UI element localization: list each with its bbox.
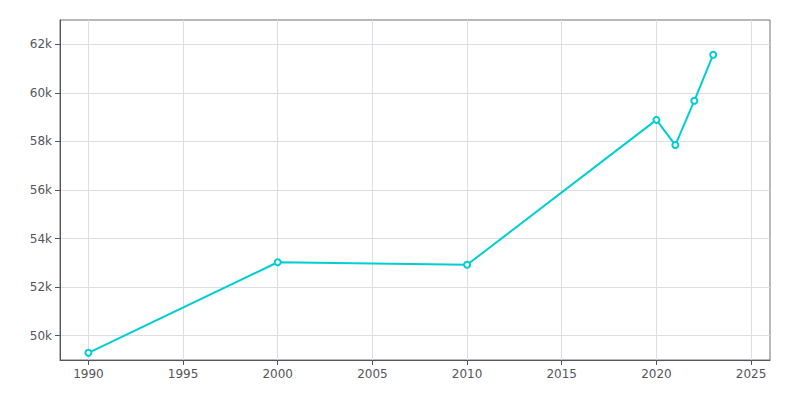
svg-text:52k: 52k	[30, 280, 52, 294]
svg-text:2025: 2025	[736, 367, 767, 381]
svg-text:1990: 1990	[73, 367, 104, 381]
svg-text:58k: 58k	[30, 134, 52, 148]
svg-text:2000: 2000	[262, 367, 293, 381]
svg-text:2020: 2020	[641, 367, 672, 381]
svg-text:2015: 2015	[546, 367, 577, 381]
svg-text:60k: 60k	[30, 86, 52, 100]
svg-text:50k: 50k	[30, 329, 52, 343]
svg-text:54k: 54k	[30, 232, 52, 246]
svg-text:56k: 56k	[30, 183, 52, 197]
svg-text:62k: 62k	[30, 37, 52, 51]
svg-text:2010: 2010	[452, 367, 483, 381]
svg-text:2005: 2005	[357, 367, 388, 381]
svg-text:1995: 1995	[168, 367, 199, 381]
